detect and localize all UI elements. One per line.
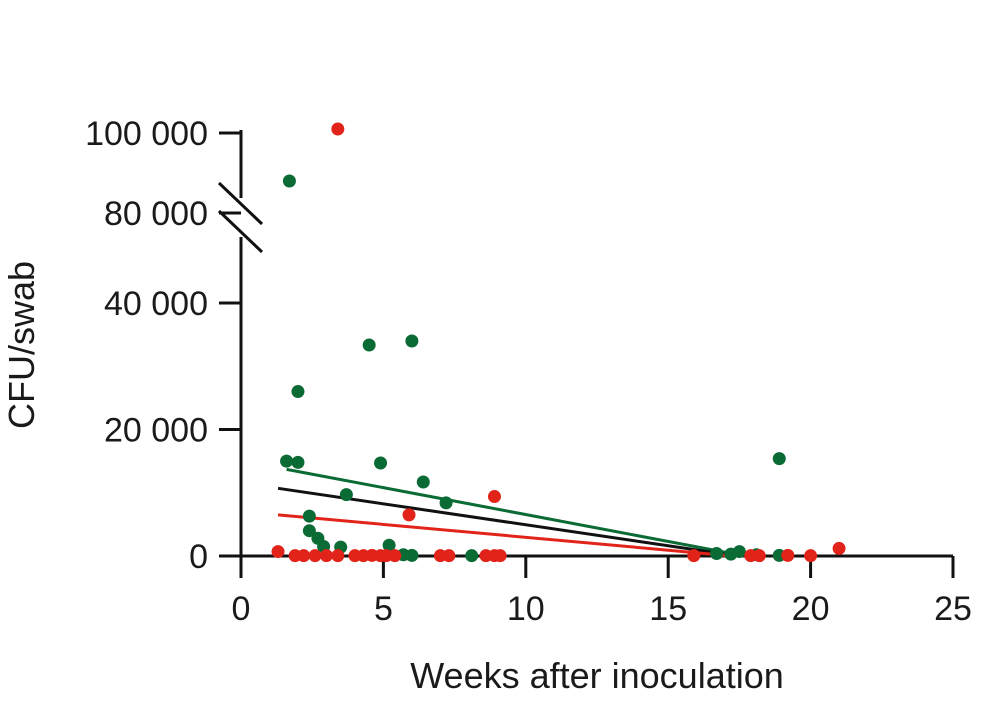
data-point-green	[710, 546, 724, 560]
data-point-green	[280, 454, 294, 468]
x-tick-label: 20	[792, 590, 830, 628]
data-point-red	[308, 549, 322, 563]
y-ticks: 0 20 000 40 000 80 000 100 000	[85, 115, 241, 576]
data-point-green	[405, 548, 419, 562]
data-point-red	[331, 549, 345, 563]
data-point-green	[772, 452, 786, 466]
data-point-green	[362, 338, 376, 352]
y-tick-label: 20 000	[104, 412, 208, 450]
x-tick-label: 10	[507, 590, 545, 628]
axis-break-mark-upper	[217, 181, 264, 226]
data-point-green	[291, 385, 305, 399]
data-point-red	[832, 541, 846, 555]
data-point-green	[416, 475, 430, 489]
trend-line-green	[286, 467, 726, 554]
y-tick-label: 0	[189, 538, 208, 576]
trend-line-red	[277, 513, 726, 557]
data-point-green	[465, 549, 479, 563]
data-point-red	[487, 490, 501, 504]
data-point-red	[687, 549, 701, 563]
data-point-red	[804, 549, 818, 563]
data-point-red	[781, 548, 795, 562]
axes	[217, 130, 953, 558]
data-point-red	[493, 549, 507, 563]
data-point-red	[442, 549, 456, 563]
data-point-red	[297, 549, 311, 563]
data-point-green	[291, 455, 305, 469]
trend-lines	[277, 467, 726, 557]
data-point-green	[302, 509, 316, 523]
data-point-green	[382, 538, 396, 552]
data-point-green	[339, 488, 353, 502]
y-tick-label: 40 000	[104, 285, 208, 323]
axis-break-mark-lower	[217, 209, 264, 254]
x-ticks: 0 5 10 15 20 25	[232, 556, 972, 628]
x-tick-label: 25	[934, 590, 972, 628]
data-point-red	[402, 508, 416, 522]
data-point-red	[331, 122, 345, 136]
y-tick-label: 100 000	[85, 115, 208, 153]
x-axis-title: Weeks after inoculation	[410, 655, 784, 696]
y-tick-label: 80 000	[104, 195, 208, 233]
data-point-red	[319, 549, 333, 563]
data-point-green	[374, 456, 388, 470]
data-points	[271, 122, 846, 563]
data-point-green	[439, 496, 453, 510]
data-point-green	[405, 334, 419, 348]
x-tick-label: 15	[649, 590, 687, 628]
x-tick-label: 5	[374, 590, 393, 628]
trend-line-black	[277, 486, 726, 556]
data-point-green	[302, 524, 316, 538]
data-point-red	[271, 545, 285, 559]
data-point-green	[732, 545, 746, 559]
data-point-red	[388, 549, 402, 563]
data-point-green	[282, 174, 296, 188]
y-axis-title: CFU/swab	[1, 261, 42, 429]
data-point-red	[752, 549, 766, 563]
x-tick-label: 0	[232, 590, 251, 628]
